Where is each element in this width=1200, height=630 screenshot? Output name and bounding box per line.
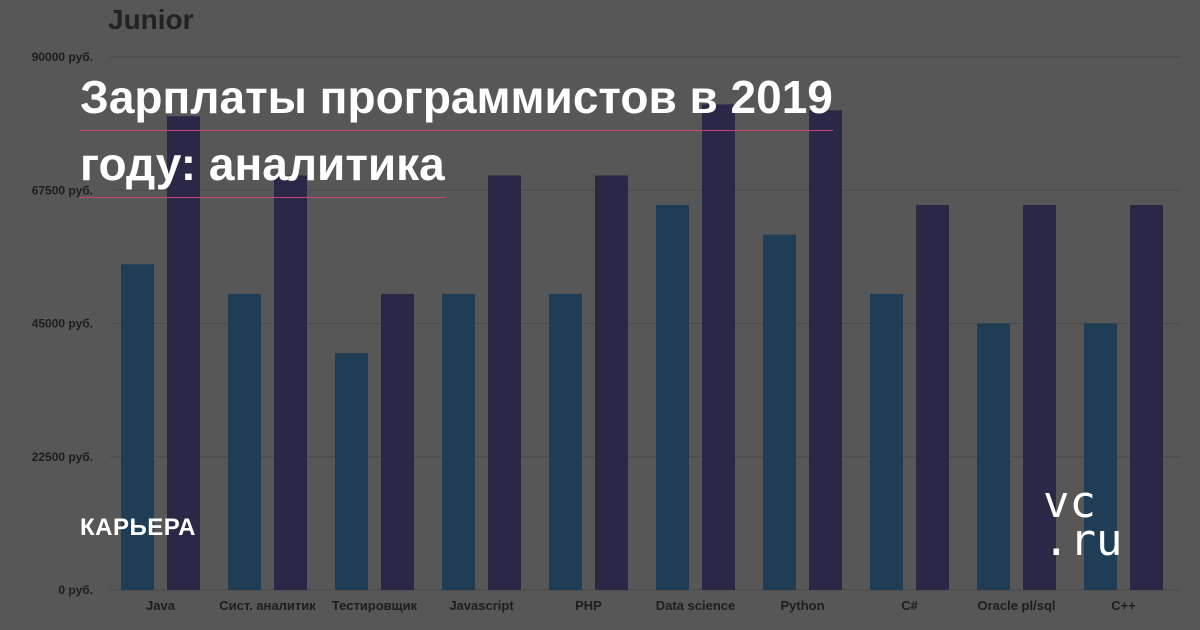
y-tick-label: 67500 руб. — [32, 183, 93, 197]
headline-line-2: году: аналитика — [80, 131, 445, 198]
bar-series-2 — [1130, 205, 1163, 591]
x-tick-label: Сист. аналитик — [219, 598, 316, 613]
bar-series-1 — [656, 205, 689, 591]
bar-series-2 — [167, 116, 200, 590]
vc-ru-logo: vc .ru — [1043, 477, 1133, 566]
bar-series-1 — [442, 293, 475, 590]
y-tick-label: 22500 руб. — [32, 450, 93, 464]
bar-series-2 — [488, 175, 521, 590]
bar-series-1 — [549, 293, 582, 590]
y-tick-label: 45000 руб. — [32, 317, 93, 331]
x-tick-label: C++ — [1111, 598, 1136, 613]
bar-series-2 — [702, 104, 735, 590]
x-tick-label: Python — [780, 598, 824, 613]
headline-line-1: Зарплаты программистов в 2019 — [80, 64, 833, 131]
bar-series-2 — [274, 175, 307, 590]
bar-series-1 — [335, 353, 368, 590]
bar-series-1 — [121, 264, 154, 590]
logo-line-2: .ru — [1043, 515, 1123, 566]
logo-line-1: vc — [1043, 477, 1096, 528]
bar-series-2 — [916, 205, 949, 591]
x-tick-label: Oracle pl/sql — [977, 598, 1055, 613]
bar-series-2 — [595, 175, 628, 590]
x-tick-label: PHP — [575, 598, 602, 613]
bar-series-1 — [977, 323, 1010, 590]
bar-series-2 — [1023, 205, 1056, 591]
x-tick-label: Java — [146, 598, 176, 613]
bar-series-1 — [763, 234, 796, 590]
bar-series-2 — [809, 110, 842, 591]
category-tag[interactable]: КАРЬЕРА — [80, 514, 196, 541]
bar-series-1 — [870, 293, 903, 590]
chart-title: Junior — [108, 4, 194, 35]
x-tick-label: Тестировщик — [332, 598, 418, 613]
bar-series-1 — [1084, 323, 1117, 590]
bar-series-1 — [228, 293, 261, 590]
y-tick-label: 0 руб. — [58, 583, 93, 597]
y-tick-label: 90000 руб. — [32, 50, 93, 64]
bar-series-2 — [381, 293, 414, 590]
x-tick-label: Javascript — [449, 598, 514, 613]
article-headline[interactable]: Зарплаты программистов в 2019 году: анал… — [80, 64, 1060, 198]
x-tick-label: C# — [901, 598, 918, 613]
x-tick-label: Data science — [656, 598, 736, 613]
